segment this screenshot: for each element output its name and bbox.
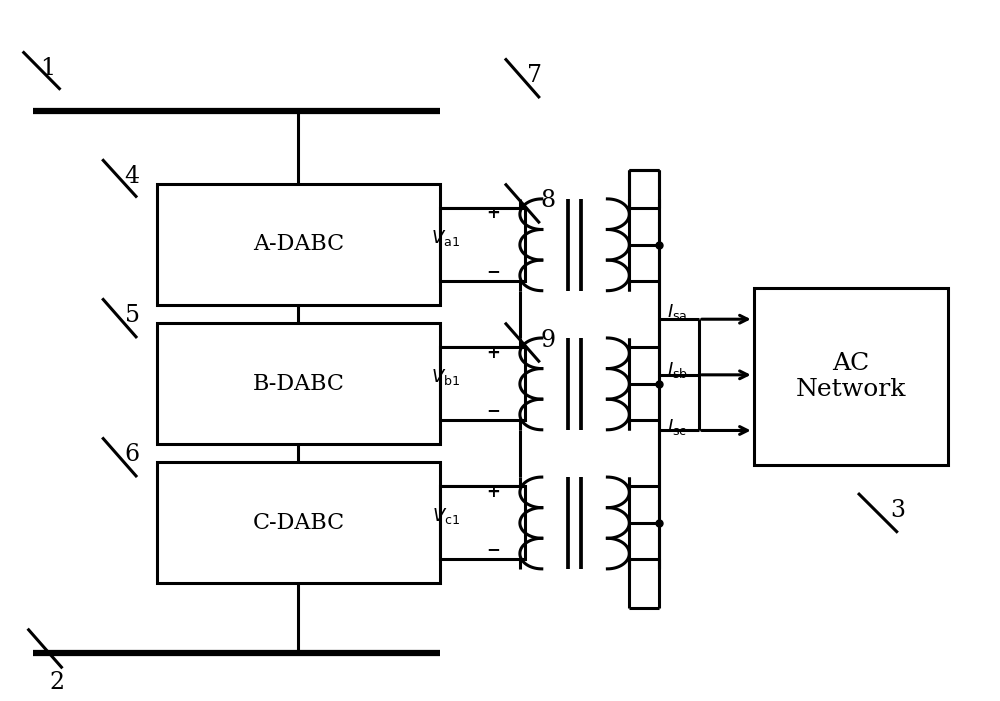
Text: $V_{\rm a1}$: $V_{\rm a1}$ xyxy=(431,228,460,248)
Text: 2: 2 xyxy=(50,672,65,695)
Text: −: − xyxy=(486,540,500,559)
Text: 9: 9 xyxy=(540,329,555,352)
Text: 7: 7 xyxy=(527,64,542,88)
Text: B-DABC: B-DABC xyxy=(253,372,345,395)
Text: 6: 6 xyxy=(124,443,140,466)
Text: 4: 4 xyxy=(124,165,140,188)
Text: 1: 1 xyxy=(40,57,55,81)
Text: $V_{\rm c1}$: $V_{\rm c1}$ xyxy=(432,506,460,526)
Bar xyxy=(440,486,525,559)
Text: 5: 5 xyxy=(125,304,140,327)
Text: $I_{\rm sa}$: $I_{\rm sa}$ xyxy=(667,302,688,322)
Text: AC
Network: AC Network xyxy=(795,352,906,402)
Text: $V_{\rm b1}$: $V_{\rm b1}$ xyxy=(431,367,460,387)
Text: −: − xyxy=(486,401,500,419)
Bar xyxy=(157,184,440,306)
Text: 8: 8 xyxy=(540,189,555,212)
Bar xyxy=(157,462,440,583)
Bar xyxy=(754,288,948,465)
Text: +: + xyxy=(486,483,500,501)
Text: +: + xyxy=(486,205,500,222)
Text: C-DABC: C-DABC xyxy=(253,512,345,533)
Bar xyxy=(440,208,525,281)
Text: −: − xyxy=(486,262,500,280)
Text: $I_{\rm sc}$: $I_{\rm sc}$ xyxy=(667,417,687,437)
Text: +: + xyxy=(486,343,500,362)
Bar xyxy=(157,322,440,444)
Text: 3: 3 xyxy=(890,499,905,522)
Bar xyxy=(440,347,525,420)
Text: A-DABC: A-DABC xyxy=(253,233,344,255)
Text: $I_{\rm sb}$: $I_{\rm sb}$ xyxy=(667,360,688,380)
